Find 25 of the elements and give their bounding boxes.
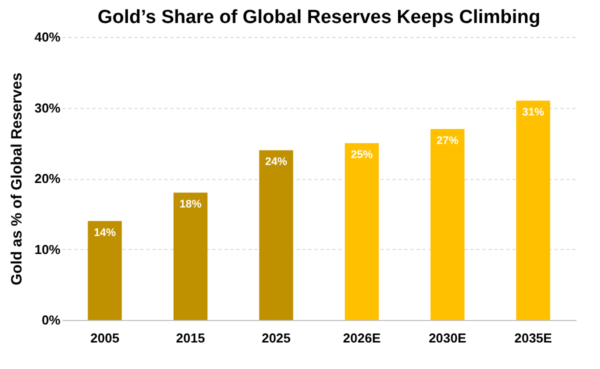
- bar: [259, 150, 294, 320]
- data-label: 31%: [522, 106, 544, 119]
- y-tick-label: 10%: [34, 242, 61, 257]
- chart-title: Gold’s Share of Global Reserves Keeps Climbing: [98, 7, 540, 28]
- data-label: 25%: [350, 149, 374, 162]
- x-tick-label: 2025: [262, 330, 291, 346]
- bar: [88, 220, 122, 320]
- x-tick-label: 2005: [90, 330, 120, 346]
- x-tick-label: 2030E: [428, 330, 467, 346]
- bar: [174, 192, 208, 320]
- y-tick-label: 40%: [34, 30, 61, 44]
- bar: [516, 100, 550, 320]
- x-tick-label: 2026E: [343, 330, 381, 346]
- data-label: 14%: [94, 226, 116, 239]
- y-tick-label: 0%: [42, 312, 61, 328]
- x-tick-label: 2035E: [514, 330, 552, 346]
- y-tick-label: 20%: [34, 171, 61, 186]
- data-label: 24%: [265, 156, 288, 168]
- x-tick-label: 2015: [176, 330, 205, 346]
- y-axis-title: Gold as % of Global Reserves: [8, 72, 26, 286]
- bar: [430, 128, 464, 320]
- y-tick-label: 30%: [34, 100, 61, 116]
- bar: [344, 143, 379, 320]
- data-label: 18%: [179, 198, 202, 211]
- data-label: 27%: [436, 134, 459, 147]
